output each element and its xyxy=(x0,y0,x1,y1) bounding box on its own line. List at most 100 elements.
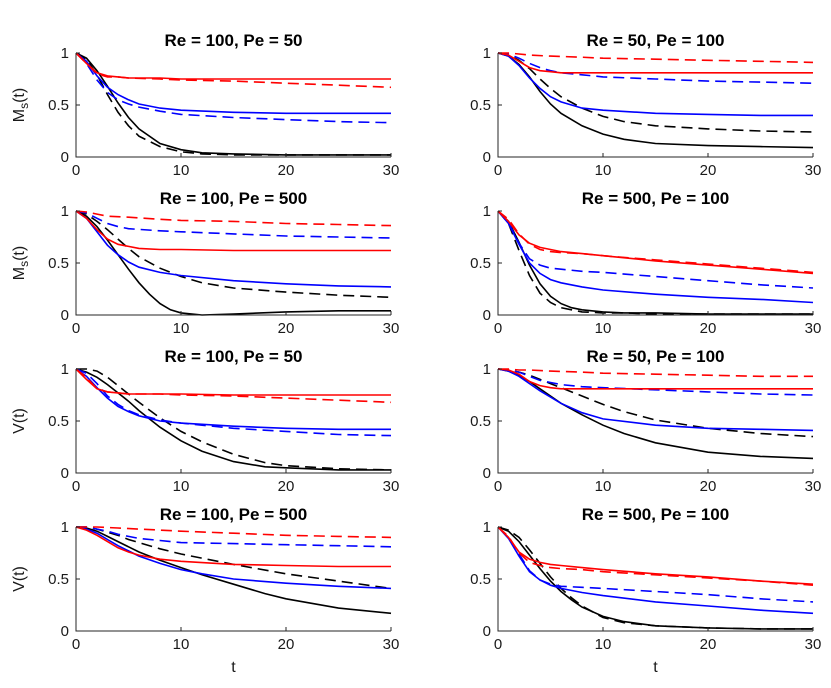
series-line-4 xyxy=(497,526,814,603)
series-line-1 xyxy=(75,52,391,156)
x-tick-label: 0 xyxy=(72,320,80,337)
y-tick-label: 0 xyxy=(61,149,69,166)
series-line-5 xyxy=(497,210,814,275)
axis-lines xyxy=(75,53,391,158)
x-tick-label: 0 xyxy=(494,636,502,653)
series-line-4 xyxy=(76,526,392,548)
series-line-1 xyxy=(497,526,813,630)
series-line-2 xyxy=(76,368,392,471)
series-line-4 xyxy=(497,52,814,84)
series-line-5 xyxy=(497,368,813,390)
y-tick-label: 1 xyxy=(483,361,491,378)
x-tick-label: 30 xyxy=(805,478,822,495)
y-tick-label: 1 xyxy=(483,519,491,536)
series-line-1 xyxy=(75,210,391,316)
x-tick-label: 20 xyxy=(278,636,295,653)
x-tick-label: 10 xyxy=(595,636,612,653)
y-tick-label: 0.5 xyxy=(48,571,69,588)
x-tick-label: 20 xyxy=(700,162,717,179)
panel-7: Re = 100, Pe = 500 0 10 20 30 0 0.5 1 V(t) t xyxy=(11,505,399,676)
series-line-5 xyxy=(497,526,814,585)
series-line-6 xyxy=(75,52,392,89)
series-line-5 xyxy=(75,368,391,396)
panel-1: Re = 100, Pe = 50 0 10 20 30 0 0.5 1 Ms(t) xyxy=(11,31,399,179)
axis-lines xyxy=(497,53,813,158)
x-tick-label: 20 xyxy=(700,478,717,495)
x-tick-label: 0 xyxy=(72,636,80,653)
y-tick-label: 1 xyxy=(61,519,69,536)
series-line-2 xyxy=(497,368,814,438)
y-tick-label: 0.5 xyxy=(470,255,491,272)
series-line-1 xyxy=(497,368,814,460)
x-tick-label: 30 xyxy=(383,162,400,179)
panel-3: Re = 100, Pe = 500 0 10 20 30 0 0.5 1 Ms(t) xyxy=(11,189,399,337)
series-line-3 xyxy=(497,52,813,117)
x-tick-label: 0 xyxy=(494,478,502,495)
y-tick-label: 1 xyxy=(61,203,69,220)
panel-8: Re = 500, Pe = 100 0 10 20 30 0 0.5 1 t xyxy=(470,505,821,676)
y-axis-label: Ms(t) xyxy=(11,88,31,122)
series-line-2 xyxy=(75,210,392,299)
y-axis-label: Ms(t) xyxy=(11,246,31,280)
x-tick-label: 30 xyxy=(383,320,400,337)
y-tick-label: 1 xyxy=(61,45,69,62)
y-tick-label: 1 xyxy=(483,203,491,220)
series-line-6 xyxy=(75,368,392,404)
x-tick-label: 0 xyxy=(494,162,502,179)
x-tick-label: 30 xyxy=(805,162,822,179)
x-tick-label: 10 xyxy=(173,320,190,337)
x-tick-label: 20 xyxy=(278,162,295,179)
x-axis-label: t xyxy=(231,659,236,676)
series-line-6 xyxy=(75,210,392,227)
panel-title: Re = 50, Pe = 100 xyxy=(587,31,725,50)
series-line-5 xyxy=(75,210,391,252)
y-axis-label: V(t) xyxy=(11,408,28,434)
series-line-4 xyxy=(75,368,392,437)
series-line-1 xyxy=(497,210,813,315)
y-tick-label: 0 xyxy=(483,465,491,482)
series-line-4 xyxy=(75,52,392,124)
panel-title: Re = 500, Pe = 100 xyxy=(582,189,729,208)
y-tick-label: 0.5 xyxy=(48,413,69,430)
series-line-3 xyxy=(75,210,392,288)
x-tick-label: 30 xyxy=(805,320,822,337)
y-tick-label: 0 xyxy=(61,623,69,640)
y-tick-label: 1 xyxy=(61,361,69,378)
series-line-6 xyxy=(498,368,813,378)
series-line-2 xyxy=(497,526,813,630)
y-tick-label: 0.5 xyxy=(48,255,69,272)
series-line-1 xyxy=(497,52,814,149)
series-line-5 xyxy=(75,526,391,568)
x-tick-label: 20 xyxy=(278,320,295,337)
x-tick-label: 10 xyxy=(173,478,190,495)
series-line-3 xyxy=(75,368,391,431)
x-tick-label: 0 xyxy=(72,478,80,495)
series-line-3 xyxy=(497,368,814,432)
series-line-3 xyxy=(497,526,814,615)
x-tick-label: 0 xyxy=(72,162,80,179)
series-line-4 xyxy=(497,210,814,289)
x-tick-label: 20 xyxy=(700,636,717,653)
x-tick-label: 10 xyxy=(173,162,190,179)
y-tick-label: 0.5 xyxy=(470,413,491,430)
series-line-5 xyxy=(497,52,813,74)
y-axis-label: V(t) xyxy=(11,566,28,592)
panel-title: Re = 100, Pe = 500 xyxy=(160,505,307,524)
x-tick-label: 0 xyxy=(494,320,502,337)
panel-title: Re = 100, Pe = 500 xyxy=(160,189,307,208)
y-tick-label: 0 xyxy=(483,149,491,166)
x-axis-label: t xyxy=(653,659,658,676)
panel-title: Re = 100, Pe = 50 xyxy=(165,347,303,366)
panel-title: Re = 100, Pe = 50 xyxy=(165,31,303,50)
axis-lines xyxy=(497,527,813,632)
series-line-6 xyxy=(76,526,392,539)
x-tick-label: 10 xyxy=(595,478,612,495)
panel-6: Re = 50, Pe = 100 0 10 20 30 0 0.5 1 xyxy=(470,347,821,495)
x-tick-label: 30 xyxy=(805,636,822,653)
x-tick-label: 30 xyxy=(383,478,400,495)
panel-title: Re = 50, Pe = 100 xyxy=(587,347,725,366)
series-line-3 xyxy=(75,52,391,115)
x-tick-label: 30 xyxy=(383,636,400,653)
y-tick-label: 0 xyxy=(483,307,491,324)
